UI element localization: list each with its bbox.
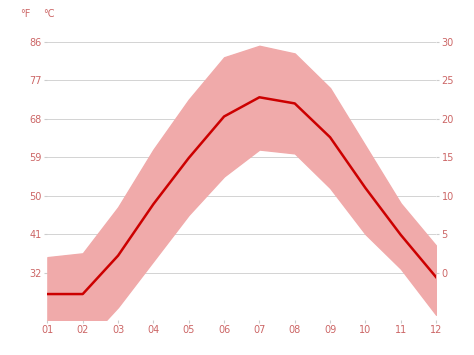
Text: °F: °F [20, 9, 30, 19]
Text: °C: °C [44, 9, 55, 19]
